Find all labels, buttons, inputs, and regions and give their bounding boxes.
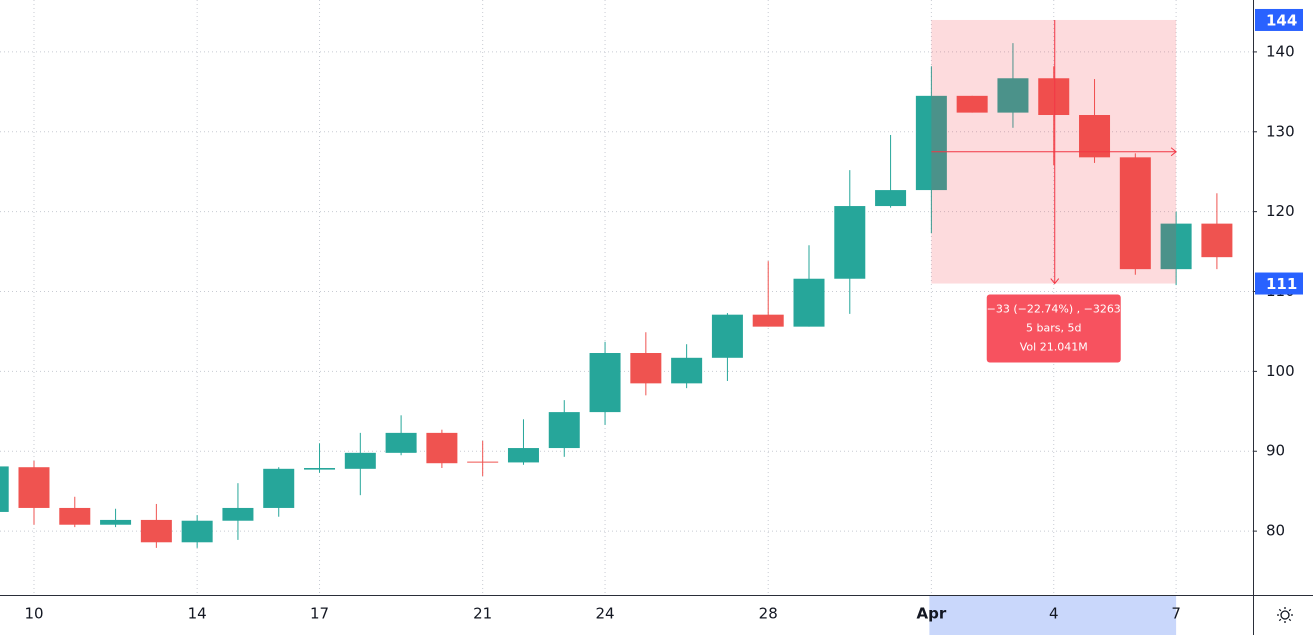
x-tick-label: 10 <box>24 605 43 623</box>
candle-body <box>752 314 784 327</box>
x-tick-label: 28 <box>759 605 778 623</box>
candle-body <box>671 357 703 384</box>
price-label: 111 <box>1266 275 1297 293</box>
y-tick-label: 120 <box>1266 202 1295 220</box>
y-tick-label: 80 <box>1266 522 1285 540</box>
candle-body <box>1160 223 1192 270</box>
y-tick-label: 100 <box>1266 362 1295 380</box>
candle-body <box>875 190 907 207</box>
candle-body <box>834 206 866 279</box>
candle-body <box>1038 78 1070 116</box>
price-label-box <box>1255 8 1303 31</box>
x-tick-label: 17 <box>310 605 329 623</box>
candle-body <box>263 468 295 508</box>
candle-body <box>0 466 9 512</box>
candle-body <box>1079 115 1111 158</box>
candle-body <box>467 461 499 463</box>
candle-body <box>426 432 458 464</box>
candle-body <box>507 448 539 463</box>
x-tick-label: 7 <box>1171 605 1181 623</box>
axes: 8090100110120130140101417212428Apr471441… <box>24 8 1303 635</box>
candle-body <box>1201 223 1233 258</box>
x-tick-label: 4 <box>1049 605 1059 623</box>
measure-tooltip <box>986 294 1121 363</box>
candles <box>0 43 1233 548</box>
candle-body <box>589 353 621 413</box>
measure-text: Vol 21.041M <box>1020 341 1088 354</box>
measure-overlay: −33 (−22.74%) , −3263 5 bars, 5d Vol 21.04… <box>931 19 1177 363</box>
candle-body <box>711 314 743 358</box>
y-tick-label: 90 <box>1266 442 1285 460</box>
price-label-box <box>1255 272 1303 295</box>
x-tick-label: 14 <box>188 605 207 623</box>
candle-body <box>630 353 662 384</box>
candle-body <box>304 468 336 470</box>
candle-body <box>997 78 1029 113</box>
x-tick-label: Apr <box>916 605 946 623</box>
icon-core <box>1280 610 1290 620</box>
candle-body <box>222 507 254 521</box>
candle-body <box>100 519 132 525</box>
candle-body <box>385 432 417 453</box>
settings-icon[interactable] <box>1277 607 1293 623</box>
measure-harrow <box>1170 147 1177 157</box>
icon-rays <box>1277 607 1293 623</box>
candle-body <box>915 95 947 191</box>
candle-body <box>344 452 376 469</box>
x-tick-label: 21 <box>473 605 492 623</box>
candle-body <box>793 278 825 327</box>
time-range-highlight <box>929 596 1177 635</box>
measure-varrow <box>1050 278 1060 285</box>
y-tick-label: 130 <box>1266 122 1295 140</box>
measure-text: 5 bars, 5d <box>1026 322 1081 335</box>
y-tick-label: 140 <box>1266 42 1295 60</box>
candle-body <box>181 520 213 543</box>
candle-body <box>548 412 580 449</box>
candle-body <box>1119 157 1151 270</box>
x-tick-label: 24 <box>596 605 615 623</box>
price-label: 144 <box>1266 11 1297 29</box>
measure-text: −33 (−22.74%) , −3263 <box>987 303 1121 316</box>
candle-body <box>59 507 91 525</box>
candle-body <box>956 95 988 113</box>
candle-body <box>140 519 172 543</box>
candle-body <box>18 467 50 508</box>
